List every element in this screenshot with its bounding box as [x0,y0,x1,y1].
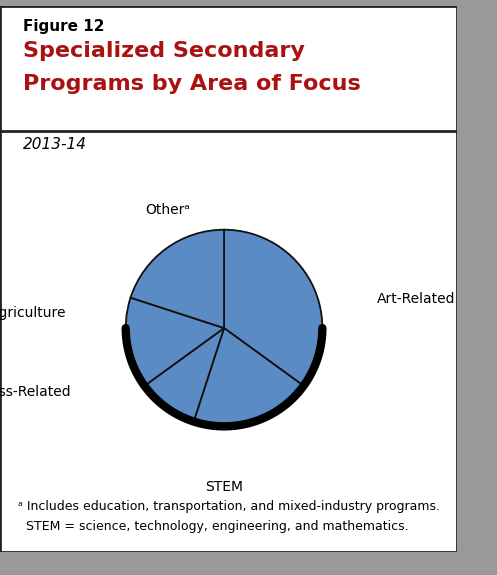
Text: Figure 12: Figure 12 [23,20,104,34]
Wedge shape [194,328,304,426]
Text: ᵃ Includes education, transportation, and mixed-industry programs.: ᵃ Includes education, transportation, an… [18,500,440,513]
Wedge shape [224,229,323,386]
Text: Specialized Secondary: Specialized Secondary [23,41,305,62]
FancyBboxPatch shape [0,6,457,552]
Text: STEM = science, technology, engineering, and mathematics.: STEM = science, technology, engineering,… [18,520,409,534]
Text: Programs by Area of Focus: Programs by Area of Focus [23,74,361,94]
Text: 2013-14: 2013-14 [23,137,87,152]
Text: Art-Related: Art-Related [376,292,455,305]
Text: Business-Related: Business-Related [0,385,72,399]
Text: Otherᵃ: Otherᵃ [145,203,190,217]
Wedge shape [145,328,224,421]
Text: Agriculture: Agriculture [0,306,67,320]
Text: STEM: STEM [205,481,243,494]
Wedge shape [126,298,224,386]
Wedge shape [131,229,224,328]
